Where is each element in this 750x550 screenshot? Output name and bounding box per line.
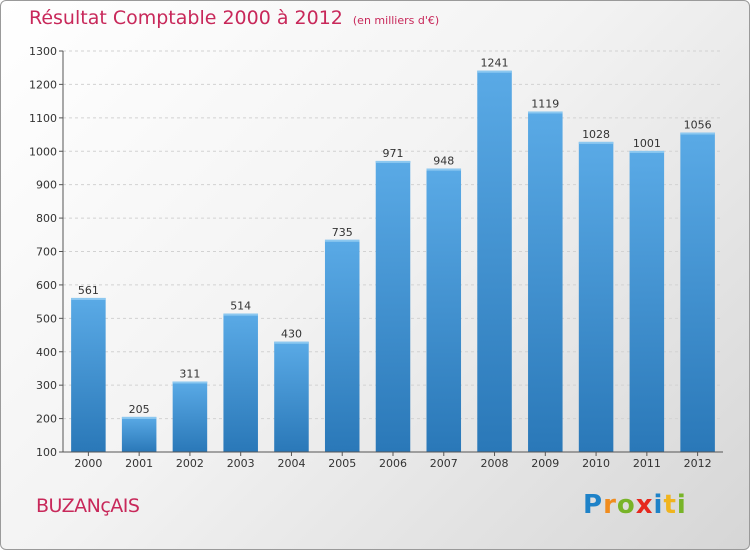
bar-highlight bbox=[680, 132, 715, 135]
bar-highlight bbox=[629, 150, 665, 153]
logo-letter: P bbox=[583, 490, 604, 520]
y-tick-label: 800 bbox=[36, 212, 57, 225]
y-tick-label: 500 bbox=[36, 312, 57, 325]
logo-letter: r bbox=[603, 490, 617, 520]
logo-letter: o bbox=[616, 490, 636, 520]
bar-highlight bbox=[223, 313, 258, 316]
x-tick-label: 2010 bbox=[582, 457, 610, 470]
value-label: 205 bbox=[129, 403, 150, 416]
logo-letter: i bbox=[653, 490, 664, 520]
x-tick-label: 2007 bbox=[430, 457, 458, 470]
bar-2011 bbox=[629, 150, 665, 452]
value-label: 561 bbox=[78, 284, 99, 297]
value-label: 948 bbox=[433, 155, 454, 168]
x-tick-label: 2004 bbox=[277, 457, 305, 470]
x-tick-label: 2006 bbox=[379, 457, 407, 470]
y-tick-label: 1200 bbox=[29, 78, 57, 91]
y-tick-label: 1000 bbox=[29, 145, 57, 158]
logo-letter: t bbox=[663, 490, 677, 520]
x-tick-label: 2003 bbox=[227, 457, 255, 470]
x-tick-label: 2012 bbox=[684, 457, 712, 470]
x-tick-label: 2000 bbox=[74, 457, 102, 470]
logo-letter: i bbox=[676, 490, 687, 520]
y-tick-label: 600 bbox=[36, 279, 57, 292]
x-tick-label: 2005 bbox=[328, 457, 356, 470]
axes: 100 200 300 400 500 600 700 800 900 1000 1100 1200 1… bbox=[29, 45, 723, 470]
x-tick-label: 2011 bbox=[633, 457, 661, 470]
value-label: 1001 bbox=[633, 137, 661, 150]
bar-highlight bbox=[274, 341, 309, 344]
proxiti-logo: Proxiti bbox=[583, 490, 687, 520]
y-tick-label: 1300 bbox=[29, 45, 57, 58]
chart-subtitle: (en milliers d'€) bbox=[352, 14, 440, 27]
value-label: 1119 bbox=[531, 97, 559, 110]
bar-highlight bbox=[477, 70, 512, 73]
y-tick-label: 1100 bbox=[29, 112, 57, 125]
value-label: 971 bbox=[383, 147, 404, 160]
bar-highlight bbox=[324, 239, 360, 242]
bar-2012 bbox=[680, 132, 715, 452]
value-label: 1241 bbox=[481, 57, 509, 70]
bar-2008 bbox=[477, 70, 512, 453]
y-tick-label: 100 bbox=[36, 446, 57, 459]
x-tick-label: 2002 bbox=[176, 457, 204, 470]
logo-letter: x bbox=[635, 490, 654, 520]
bar-highlight bbox=[426, 168, 462, 171]
bar-highlight bbox=[121, 416, 157, 419]
value-label: 1028 bbox=[582, 128, 610, 141]
bars: 561 205 311 514 430 735 971 948 1241 1119 1028 1001… bbox=[71, 57, 715, 453]
bar-2002 bbox=[172, 381, 208, 452]
x-tick-label: 2008 bbox=[481, 457, 509, 470]
value-label: 735 bbox=[332, 226, 353, 239]
y-tick-label: 200 bbox=[36, 413, 57, 426]
bar-2000 bbox=[71, 297, 106, 452]
bar-highlight bbox=[578, 141, 614, 144]
x-tick-label: 2009 bbox=[531, 457, 559, 470]
bar-2001 bbox=[121, 416, 157, 452]
bar-highlight bbox=[528, 111, 563, 114]
bar-highlight bbox=[71, 297, 106, 300]
bar-2007 bbox=[426, 168, 462, 453]
bar-highlight bbox=[375, 160, 411, 163]
bar-2010 bbox=[578, 141, 614, 453]
bar-2004 bbox=[274, 341, 309, 452]
bar-2005 bbox=[324, 239, 360, 452]
y-tick-label: 300 bbox=[36, 379, 57, 392]
value-label: 430 bbox=[281, 328, 302, 341]
y-tick-label: 900 bbox=[36, 179, 57, 192]
bar-2009 bbox=[528, 111, 563, 453]
bar-2003 bbox=[223, 313, 258, 452]
y-tick-label: 400 bbox=[36, 346, 57, 359]
bar-2006 bbox=[375, 160, 411, 452]
chart-title: Résultat Comptable 2000 à 2012 (en millie… bbox=[29, 7, 440, 29]
bar-highlight bbox=[172, 381, 208, 384]
x-tick-label: 2001 bbox=[125, 457, 153, 470]
y-tick-label: 700 bbox=[36, 246, 57, 259]
value-label: 311 bbox=[179, 367, 200, 380]
city-name: BUZANçAIS bbox=[36, 495, 140, 517]
value-label: 1056 bbox=[684, 119, 712, 132]
value-label: 514 bbox=[230, 300, 251, 313]
